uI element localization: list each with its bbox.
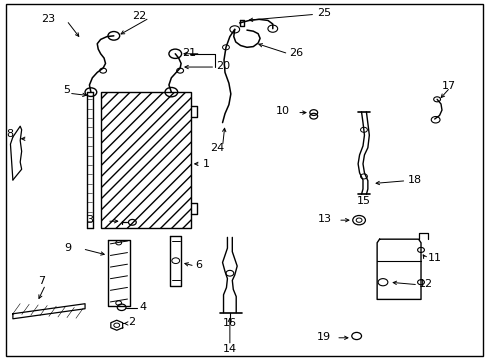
Text: 23: 23 <box>41 14 55 24</box>
Text: 3: 3 <box>86 215 93 225</box>
Text: 22: 22 <box>132 11 146 21</box>
Bar <box>101 92 190 228</box>
Text: 1: 1 <box>203 159 210 169</box>
Text: 20: 20 <box>216 61 230 71</box>
Text: 6: 6 <box>195 260 203 270</box>
Text: 26: 26 <box>289 48 303 58</box>
Text: 14: 14 <box>223 343 237 354</box>
Text: 12: 12 <box>418 279 432 289</box>
Text: 25: 25 <box>316 8 330 18</box>
Text: 13: 13 <box>317 214 331 224</box>
Text: 4: 4 <box>139 302 146 312</box>
Text: 7: 7 <box>39 276 45 286</box>
Text: 11: 11 <box>427 253 441 263</box>
Text: 19: 19 <box>316 332 330 342</box>
Text: 17: 17 <box>441 81 455 91</box>
Text: 9: 9 <box>64 243 71 253</box>
Text: 24: 24 <box>210 143 224 153</box>
Text: 21: 21 <box>182 48 196 58</box>
Text: 15: 15 <box>356 196 370 206</box>
Text: 2: 2 <box>128 318 135 327</box>
Text: 8: 8 <box>6 130 13 139</box>
Text: 18: 18 <box>407 175 421 185</box>
Text: 10: 10 <box>276 106 289 116</box>
Text: 16: 16 <box>223 319 236 328</box>
Text: 5: 5 <box>63 85 70 95</box>
